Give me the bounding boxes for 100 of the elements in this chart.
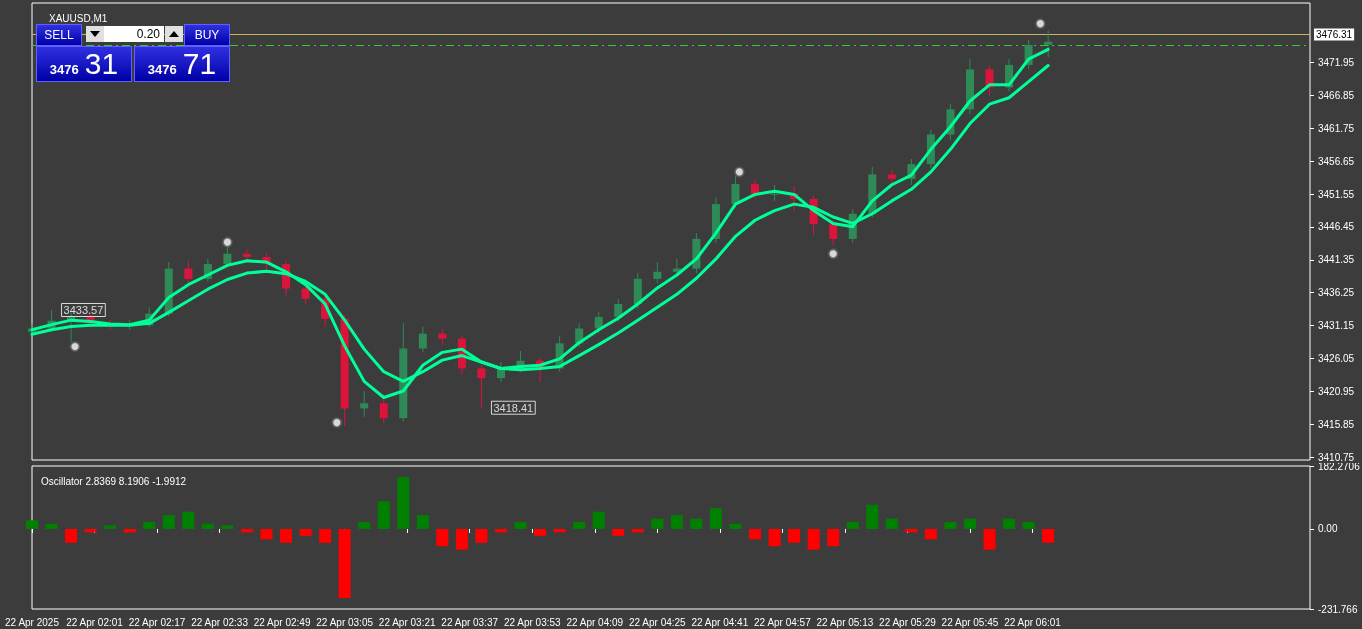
y-tick-label: 0.00 [1318,523,1338,535]
point [1034,18,1046,30]
x-tick-label: 22 Apr 06:01 [1004,616,1062,628]
bar [573,522,586,529]
y-tick-label: 3466.85 [1318,90,1355,101]
x-tick-label: 22 Apr 2025 [5,616,60,628]
candlestick [360,390,369,418]
bar [377,501,390,529]
bar [612,528,625,536]
bar [514,522,527,529]
text: XAUUSD,M1 [49,12,108,24]
bar [475,528,488,543]
bar [963,518,976,529]
annotation: 3476 [49,62,79,77]
bar [944,522,957,529]
bar [358,522,371,529]
point [221,236,233,248]
bar [397,477,410,529]
candlestick [379,393,388,424]
x-tick-label: 22 Apr 03:05 [316,616,374,628]
bar [143,522,156,529]
y-tick-label: 3420.95 [1318,385,1355,397]
annotation: 0.20 [104,26,164,42]
y-tick-label: 3441.35 [1318,254,1355,266]
candlestick [477,364,486,409]
y-tick-label: 3426.05 [1318,352,1355,364]
x-tick-label: 22 Apr 02:33 [191,616,249,628]
x-tick-label: 22 Apr 03:21 [378,616,436,628]
ref-line-label: 3476.31 [1316,29,1353,41]
point [827,248,839,260]
text: Oscillator 2.8369 8.1906 -1.9912 [41,475,187,487]
bar [221,525,234,529]
candlestick [829,219,838,246]
x-tick-label: 22 Apr 04:57 [754,616,812,628]
bar [749,528,762,540]
bar [162,515,175,529]
annotation: BUY [184,24,230,46]
bar [827,528,840,547]
candlestick [418,326,427,353]
y-tick-label: 3471.95 [1318,57,1355,69]
bar [260,528,273,540]
x-tick-label: 22 Apr 03:37 [441,616,499,628]
bar [65,528,78,543]
candlestick [653,261,662,284]
bar [592,511,605,529]
x-tick-label: 22 Apr 04:25 [628,616,687,628]
bar [1022,522,1035,529]
candlestick [184,260,193,285]
bar [280,528,293,543]
bar [651,518,664,529]
bar [846,522,859,529]
bar [983,528,996,550]
bar [690,518,703,529]
bar [1042,528,1055,543]
y-tick-label: 3415.85 [1318,418,1355,430]
x-tick-label: 22 Apr 05:29 [879,616,937,628]
bar [788,528,801,543]
bar [299,528,312,536]
point [331,417,343,429]
annotation: 3418.41 [493,401,534,414]
bar [104,525,117,529]
bar [201,523,214,529]
annotation: 3433.57 [63,304,104,317]
y-tick-label: -231.766 [1318,603,1358,615]
bar [1003,518,1016,529]
candlestick [614,298,623,322]
bar [319,528,332,543]
y-tick-label: 3436.25 [1318,287,1355,299]
bar [885,518,898,529]
annotation: SELL [36,24,82,46]
bar [436,528,449,547]
bar [416,515,429,529]
y-tick-label: 3446.45 [1318,221,1355,233]
bar [455,528,468,550]
annotation: 31 [84,47,119,80]
y-tick-label: 3456.65 [1318,155,1355,167]
bar [534,528,547,536]
point [69,341,81,353]
bar [182,511,195,529]
y-tick-label: 3461.75 [1318,122,1355,134]
bar [768,528,781,547]
x-tick-label: 22 Apr 05:13 [816,616,874,628]
bar [338,528,351,599]
bar [709,508,722,529]
x-tick-label: 22 Apr 04:09 [566,616,624,628]
bar [729,523,742,529]
bar [26,520,38,529]
x-tick-label: 22 Apr 02:49 [253,616,311,628]
candlestick [1044,30,1053,58]
y-tick-label: 3451.55 [1318,188,1355,200]
bar [807,528,820,550]
bar [924,528,937,540]
x-tick-label: 22 Apr 04:41 [691,616,749,628]
y-tick-label: 3431.15 [1318,320,1355,332]
x-tick-label: 22 Apr 05:45 [941,616,999,628]
annotation: 71 [182,47,217,80]
bar [670,515,683,529]
candlestick [594,311,603,334]
bar [866,504,879,529]
annotation: 3476 [147,62,177,77]
